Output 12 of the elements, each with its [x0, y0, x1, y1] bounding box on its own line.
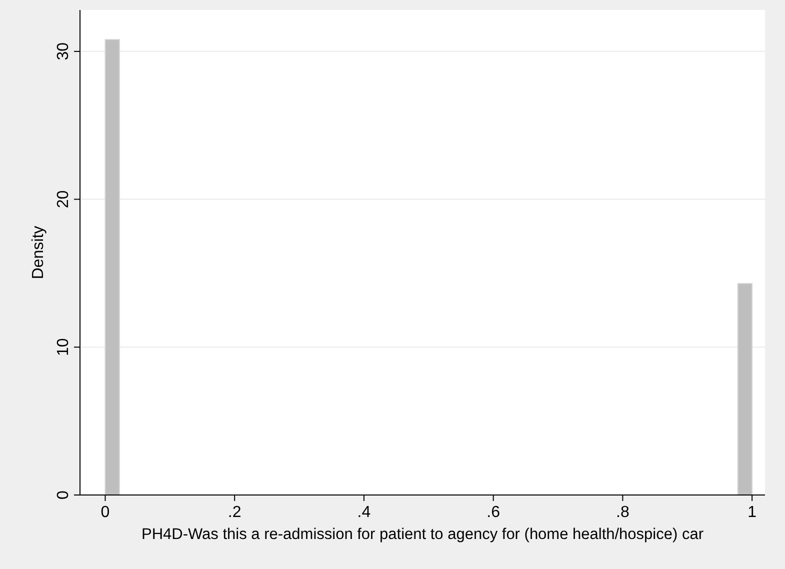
- y-axis-title: Density: [30, 226, 47, 280]
- y-tick-label: 20: [55, 190, 72, 208]
- y-tick-label: 10: [55, 338, 72, 356]
- y-tick-label: 30: [55, 42, 72, 60]
- y-tick-label: 0: [55, 490, 72, 500]
- x-tick-label: 1: [748, 504, 757, 521]
- x-axis-title: PH4D-Was this a re-admission for patient to agency for (home health/hospice) car: [142, 526, 704, 543]
- x-tick-label: .2: [228, 504, 242, 521]
- x-tick-label: .6: [486, 504, 500, 521]
- x-tick-label: .4: [357, 504, 371, 521]
- x-tick-label: .8: [616, 504, 630, 521]
- x-tick-label: 0: [100, 504, 110, 521]
